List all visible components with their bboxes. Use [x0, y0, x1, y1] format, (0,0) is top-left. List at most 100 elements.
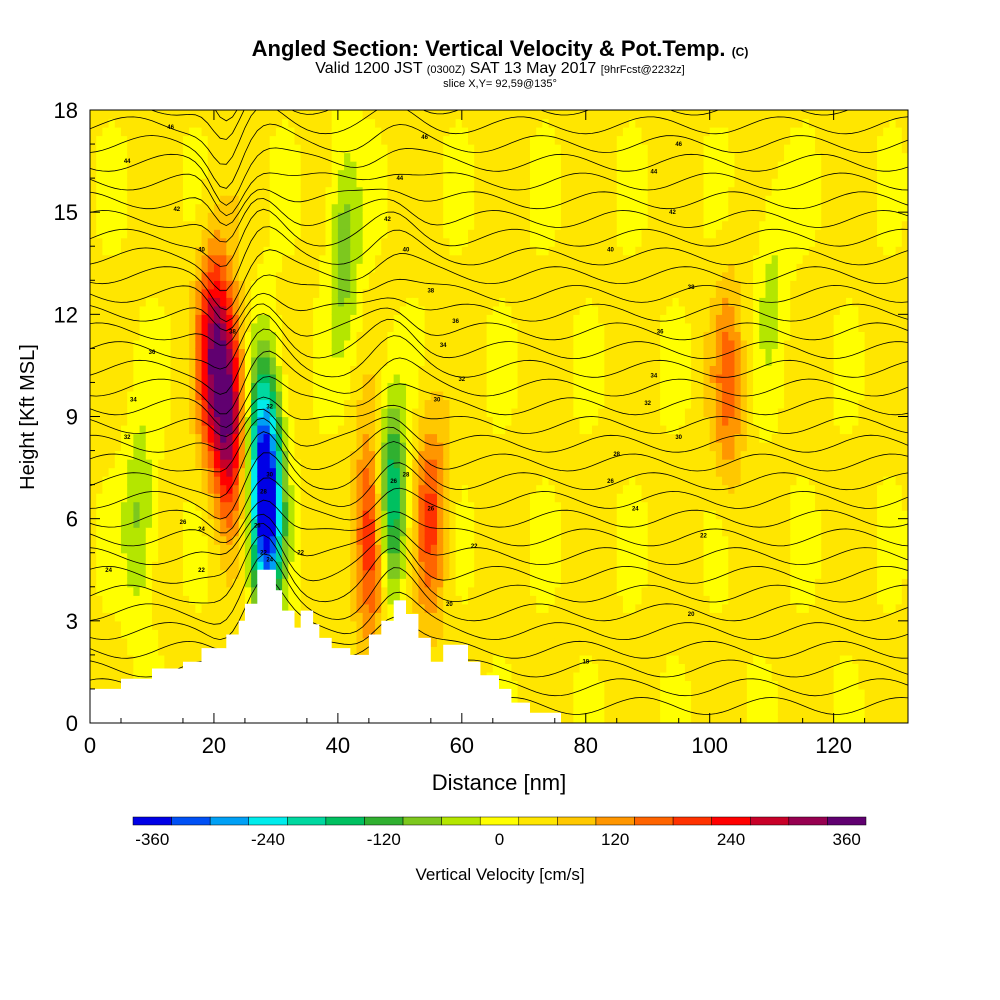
velocity-cell — [244, 135, 252, 145]
velocity-cell — [170, 399, 178, 409]
velocity-cell — [480, 382, 488, 392]
velocity-cell — [207, 322, 215, 332]
velocity-cell — [300, 493, 308, 503]
velocity-cell — [474, 246, 482, 256]
velocity-cell — [331, 186, 339, 196]
velocity-cell — [455, 348, 463, 358]
velocity-cell — [368, 339, 376, 349]
velocity-cell — [461, 288, 469, 298]
velocity-cell — [269, 501, 277, 511]
velocity-cell — [505, 263, 512, 273]
velocity-cell — [381, 161, 389, 171]
velocity-cell — [449, 399, 457, 409]
velocity-cell — [189, 322, 196, 332]
velocity-cell — [375, 407, 382, 418]
velocity-cell — [108, 118, 116, 128]
velocity-cell — [114, 535, 122, 545]
velocity-cell — [164, 595, 172, 605]
velocity-cell — [331, 237, 339, 247]
velocity-cell — [127, 569, 134, 579]
velocity-cell — [406, 322, 413, 332]
velocity-cell — [207, 484, 215, 494]
velocity-cell — [325, 186, 333, 196]
velocity-cell — [151, 246, 159, 256]
velocity-cell — [189, 493, 196, 503]
velocity-cell — [406, 127, 413, 137]
velocity-cell — [213, 110, 221, 120]
velocity-cell — [406, 450, 413, 460]
velocity-cell — [468, 527, 475, 537]
velocity-cell — [511, 254, 519, 264]
velocity-cell — [220, 603, 227, 613]
velocity-cell — [306, 339, 314, 349]
velocity-cell — [251, 450, 258, 460]
velocity-cell — [449, 203, 457, 213]
velocity-cell — [139, 356, 147, 367]
velocity-cell — [443, 203, 451, 213]
velocity-cell — [468, 569, 475, 579]
velocity-cell — [443, 612, 451, 622]
velocity-cell — [437, 433, 444, 443]
velocity-cell — [430, 186, 438, 196]
velocity-cell — [127, 169, 134, 179]
velocity-cell — [189, 178, 196, 188]
velocity-cell — [220, 637, 227, 647]
velocity-cell — [213, 595, 221, 605]
velocity-cell — [492, 118, 500, 128]
velocity-cell — [344, 493, 351, 503]
velocity-cell — [306, 459, 314, 469]
velocity-cell — [350, 135, 358, 145]
velocity-cell — [344, 237, 351, 247]
velocity-cell — [213, 339, 221, 349]
velocity-cell — [108, 169, 116, 179]
velocity-cell — [362, 620, 370, 630]
velocity-cell — [207, 203, 215, 213]
velocity-cell — [195, 569, 203, 579]
velocity-cell — [412, 425, 420, 435]
velocity-cell — [319, 595, 327, 605]
velocity-cell — [368, 110, 376, 120]
velocity-cell — [207, 569, 215, 579]
velocity-cell — [176, 365, 184, 375]
velocity-cell — [288, 467, 296, 477]
velocity-cell — [176, 110, 184, 120]
velocity-cell — [108, 297, 116, 307]
velocity-cell — [375, 518, 382, 528]
velocity-cell — [133, 169, 141, 179]
velocity-cell — [319, 186, 327, 196]
velocity-cell — [375, 203, 382, 213]
velocity-cell — [337, 450, 345, 460]
velocity-cell — [430, 237, 438, 247]
velocity-cell — [176, 382, 184, 392]
velocity-cell — [399, 382, 407, 392]
velocity-cell — [96, 118, 103, 128]
velocity-cell — [424, 629, 432, 639]
velocity-cell — [362, 144, 370, 154]
velocity-cell — [499, 135, 506, 145]
velocity-cell — [325, 544, 333, 554]
velocity-cell — [90, 186, 97, 196]
velocity-cell — [499, 195, 506, 205]
velocity-cell — [381, 127, 389, 137]
velocity-cell — [499, 288, 506, 298]
velocity-cell — [406, 433, 413, 443]
velocity-cell — [151, 118, 159, 128]
velocity-cell — [399, 237, 407, 247]
velocity-cell — [133, 407, 141, 418]
velocity-cell — [269, 127, 277, 137]
velocity-cell — [288, 442, 296, 452]
velocity-cell — [356, 169, 364, 179]
velocity-cell — [151, 195, 159, 205]
velocity-cell — [313, 263, 320, 273]
velocity-cell — [492, 280, 500, 290]
velocity-cell — [108, 195, 116, 205]
velocity-cell — [461, 527, 469, 537]
velocity-cell — [189, 382, 196, 392]
velocity-cell — [486, 314, 494, 324]
velocity-cell — [294, 493, 302, 503]
velocity-cell — [306, 510, 314, 520]
velocity-cell — [182, 407, 190, 418]
velocity-cell — [96, 433, 103, 443]
velocity-cell — [164, 331, 172, 341]
velocity-cell — [213, 586, 221, 596]
